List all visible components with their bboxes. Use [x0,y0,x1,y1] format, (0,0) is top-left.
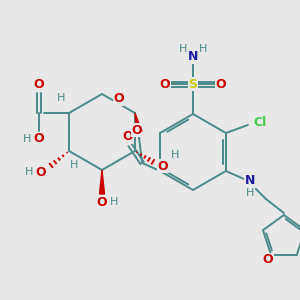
Polygon shape [100,170,104,194]
Text: O: O [158,160,168,172]
Text: O: O [131,124,142,136]
Text: O: O [97,196,107,208]
Text: H: H [199,44,207,54]
Text: N: N [245,175,255,188]
Text: O: O [263,253,273,266]
Text: Cl: Cl [253,116,266,130]
Text: O: O [34,133,44,146]
Text: H: H [246,188,254,198]
Text: H: H [171,150,179,160]
Text: O: O [216,77,226,91]
Text: O: O [34,79,44,92]
Text: O: O [113,92,124,105]
Text: O: O [36,166,46,178]
Text: H: H [70,160,78,170]
Text: S: S [188,77,197,91]
Polygon shape [135,113,142,133]
Text: O: O [123,130,134,143]
Text: H: H [57,93,65,103]
Text: H: H [23,134,31,144]
Text: H: H [179,44,187,54]
Text: H: H [110,197,118,207]
Text: O: O [160,77,170,91]
Text: N: N [188,50,198,64]
Text: H: H [25,167,33,177]
